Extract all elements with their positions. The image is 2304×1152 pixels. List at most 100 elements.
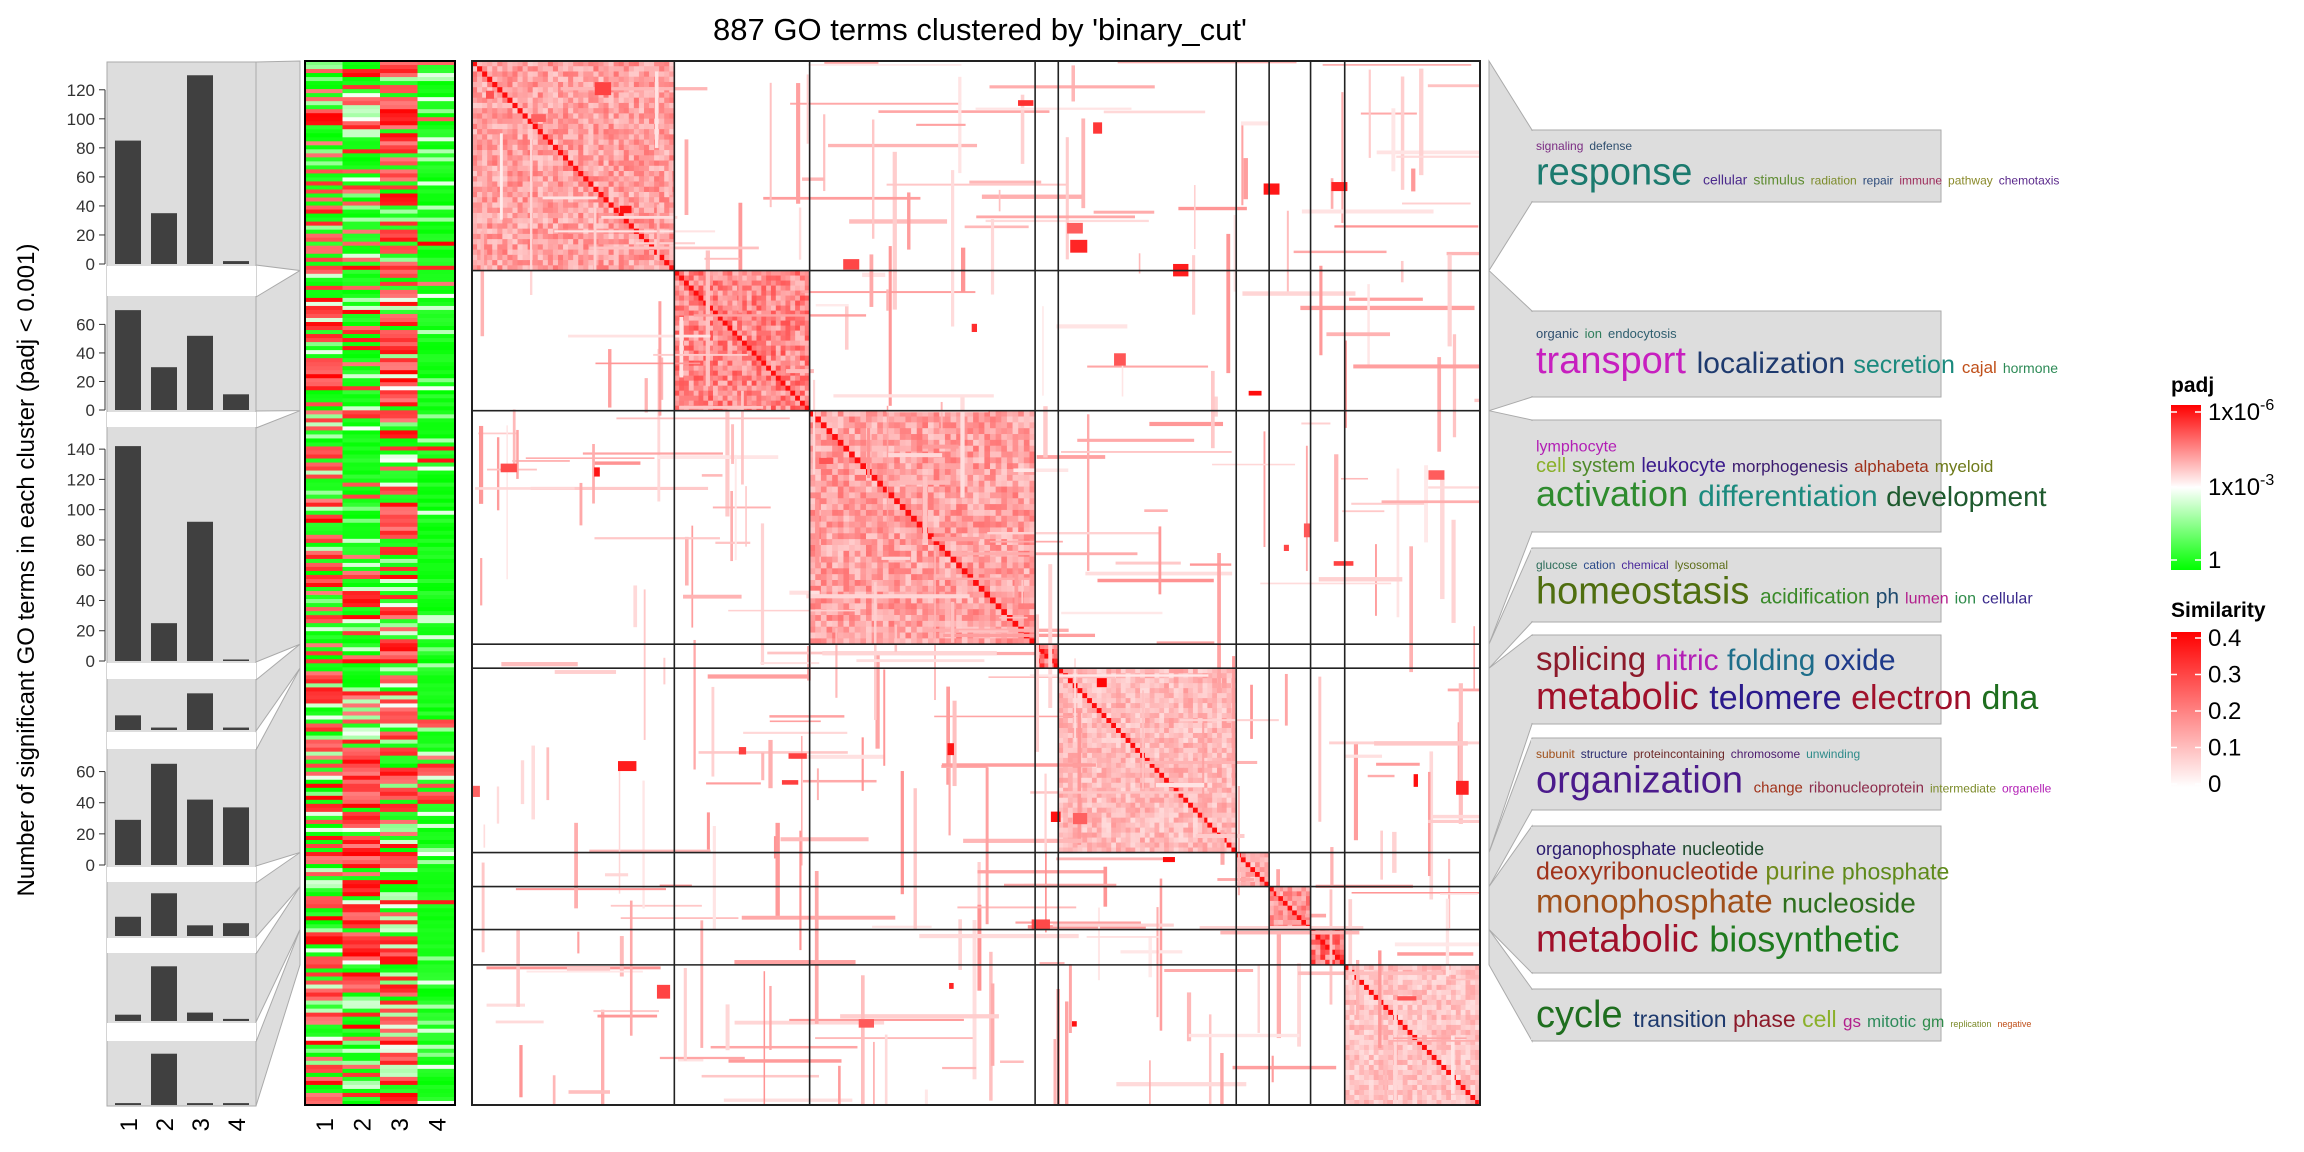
heatmap-cell [795,390,801,397]
padj-cell [417,157,456,162]
heatmap-cell [826,492,833,499]
heatmap-cell [877,504,884,511]
heatmap-cell [557,191,564,198]
heatmap-cell [933,469,940,476]
heatmap-cell [502,165,508,172]
padj-cell [342,815,381,821]
padj-cell [342,277,381,283]
heatmap-cell [939,615,946,622]
heatmap-cell [804,305,811,311]
padj-cell [342,980,381,986]
padj-cell [342,382,381,387]
heatmap-cell [756,345,762,352]
heatmap-cell [522,197,529,203]
padj-cell [305,370,344,375]
heatmap-cell [603,207,609,214]
heatmap-cell [593,171,599,177]
heatmap-cell [472,165,478,172]
heatmap-cell [669,118,675,125]
heatmap-cell [472,113,478,120]
heatmap-cell [854,620,861,628]
heatmap-cell [542,160,549,167]
heatmap-cell [911,509,918,517]
heatmap-cell [939,492,946,499]
heatmap-cell [557,218,564,224]
heatmap-cell [578,212,584,219]
heatmap-cell [613,150,620,156]
padj-cell [380,783,419,789]
heatmap-cell [877,474,884,482]
heatmap-cell [532,265,539,271]
padj-cell [417,1044,456,1050]
heatmap-cell [877,410,884,417]
heatmap-cell [854,550,861,558]
heatmap-cell [633,81,640,88]
heatmap-cell [916,550,923,558]
padj-cell [305,1056,344,1062]
heatmap-cell [583,160,589,167]
padj-cell [417,699,456,705]
heatmap-cell [722,270,728,276]
heatmap-cell [820,620,827,628]
heatmap-cell [826,509,833,517]
heatmap-cell [832,474,839,482]
heatmap-cell [482,228,488,235]
heatmap-cell [849,544,856,552]
heatmap-cell [712,350,719,357]
heatmap-cell [643,176,650,182]
padj-cell [305,964,344,970]
heatmap-cell [854,416,861,423]
padj-cell [417,1008,456,1014]
heatmap-cell [775,340,782,347]
heatmap-cell [578,244,584,251]
heatmap-cell [939,544,946,552]
heatmap-cell [995,515,1002,523]
heatmap-cell [688,395,695,402]
heatmap-cell [517,66,523,72]
heatmap-cell [785,285,791,291]
heatmap-cell [905,527,912,534]
heatmap-cell [708,310,714,316]
heatmap-cell [588,249,594,256]
heatmap-cell [593,123,599,130]
heatmap-cell [756,305,762,311]
heatmap-cell [608,233,615,240]
padj-cell [417,153,456,158]
heatmap-cell [588,223,594,230]
heatmap-cell [911,439,918,447]
heatmap-cell [826,603,833,610]
heatmap-cell [512,150,518,156]
heatmap-cell [944,474,951,482]
heatmap-cell [849,580,856,587]
heatmap-cell [517,176,523,182]
heatmap-cell [628,118,635,125]
heatmap-cell [583,81,589,88]
heatmap-cell [502,186,508,193]
heatmap-cell [502,129,508,135]
heatmap-cell [790,330,796,337]
heatmap-cell [995,615,1002,622]
padj-cell [417,619,456,624]
heatmap-cell [865,486,873,493]
padj-cell [417,631,456,636]
padj-cell [380,1068,419,1074]
heatmap-cell [928,439,935,447]
padj-cell [380,928,419,933]
heatmap-cell [563,254,569,261]
heatmap-cell [507,134,513,140]
heatmap-cell [905,585,912,593]
padj-cell [417,109,456,114]
heatmap-cell [804,375,811,382]
padj-cell [417,691,456,697]
heatmap-cell [477,144,483,151]
heatmap-cell [882,492,889,499]
heatmap-cell [894,486,901,493]
heatmap-cell [843,504,850,511]
heatmap-cell [638,97,645,104]
padj-cell [342,342,381,347]
padj-cell [342,944,381,949]
heatmap-cell [477,76,483,83]
heatmap-cell [837,609,844,616]
padj-cell [380,185,419,191]
padj-cell [342,844,381,849]
